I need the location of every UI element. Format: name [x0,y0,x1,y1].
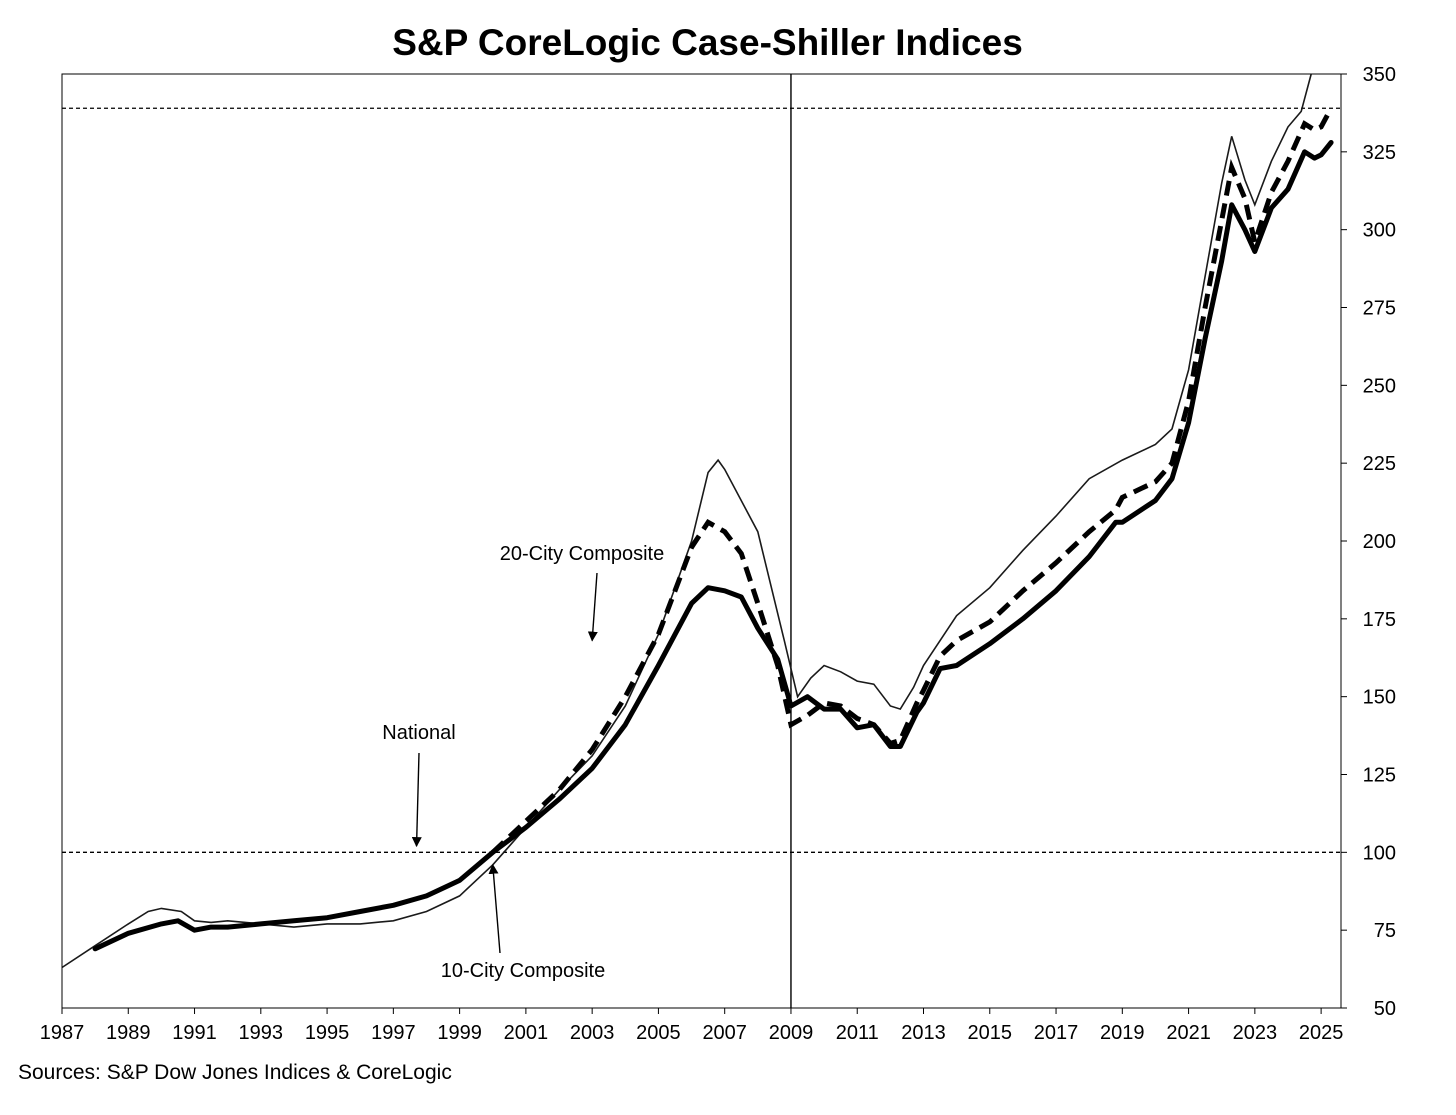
y-tick-label: 100 [1363,842,1396,864]
y-tick-label: 200 [1363,531,1396,553]
x-tick-label: 2011 [836,1022,879,1044]
annotation-label: National [382,722,455,744]
annotation-arrow [587,572,598,642]
annotation-arrow [411,752,422,848]
y-tick-label: 50 [1374,998,1396,1020]
x-axis: 1987 1989 1991 1993 1995 1997 1999 2001 2003 2005… [40,1008,1344,1044]
x-tick-label: 1997 [371,1022,416,1044]
series-layer [61,73,1334,969]
x-tick-label: 2015 [968,1022,1013,1044]
x-tick-label: 2021 [1166,1022,1211,1044]
y-tick-label: 300 [1363,220,1396,242]
y-tick-label: 175 [1363,609,1396,631]
source-note: Sources: S&P Dow Jones Indices & CoreLog… [18,1061,452,1084]
x-tick-label: 2017 [1034,1022,1079,1044]
y-tick-label: 250 [1363,375,1396,397]
reference-lines [62,74,1341,1008]
y-tick-label: 125 [1363,765,1396,787]
annotations: 20-City Composite National 10-City Composi… [382,543,664,982]
x-tick-label: 1989 [106,1022,151,1044]
x-tick-label: 2005 [636,1022,681,1044]
x-tick-label: 2001 [504,1022,549,1044]
x-tick-label: 1987 [40,1022,85,1044]
y-tick-label: 350 [1363,64,1396,86]
chart-title: S&P CoreLogic Case-Shiller Indices [392,22,1023,63]
x-tick-label: 2009 [769,1022,814,1044]
series-line-10-city-composite [92,140,1334,952]
plot-frame [61,73,1342,1009]
y-tick-label: 275 [1363,298,1396,320]
y-tick-label: 325 [1363,142,1396,164]
x-tick-label: 1995 [305,1022,350,1044]
y-tick-label: 75 [1374,920,1396,942]
x-tick-label: 1993 [239,1022,284,1044]
annotation-label: 20-City Composite [500,543,665,565]
x-tick-label: 2023 [1233,1022,1278,1044]
x-tick-label: 2007 [702,1022,747,1044]
annotation-label: 10-City Composite [441,960,606,982]
x-tick-label: 2025 [1299,1022,1344,1044]
x-tick-label: 1999 [437,1022,482,1044]
x-tick-label: 2019 [1100,1022,1145,1044]
series-line-20-city-composite [491,107,1334,855]
x-tick-label: 2003 [570,1022,615,1044]
y-tick-label: 150 [1363,687,1396,709]
y-axis: 50 75 100 125 150 175 200 225 250 275 300 325 350 [1341,64,1396,1020]
x-tick-label: 2013 [901,1022,946,1044]
y-tick-label: 225 [1363,453,1396,475]
annotation-arrow [488,863,501,954]
x-tick-label: 1991 [172,1022,217,1044]
